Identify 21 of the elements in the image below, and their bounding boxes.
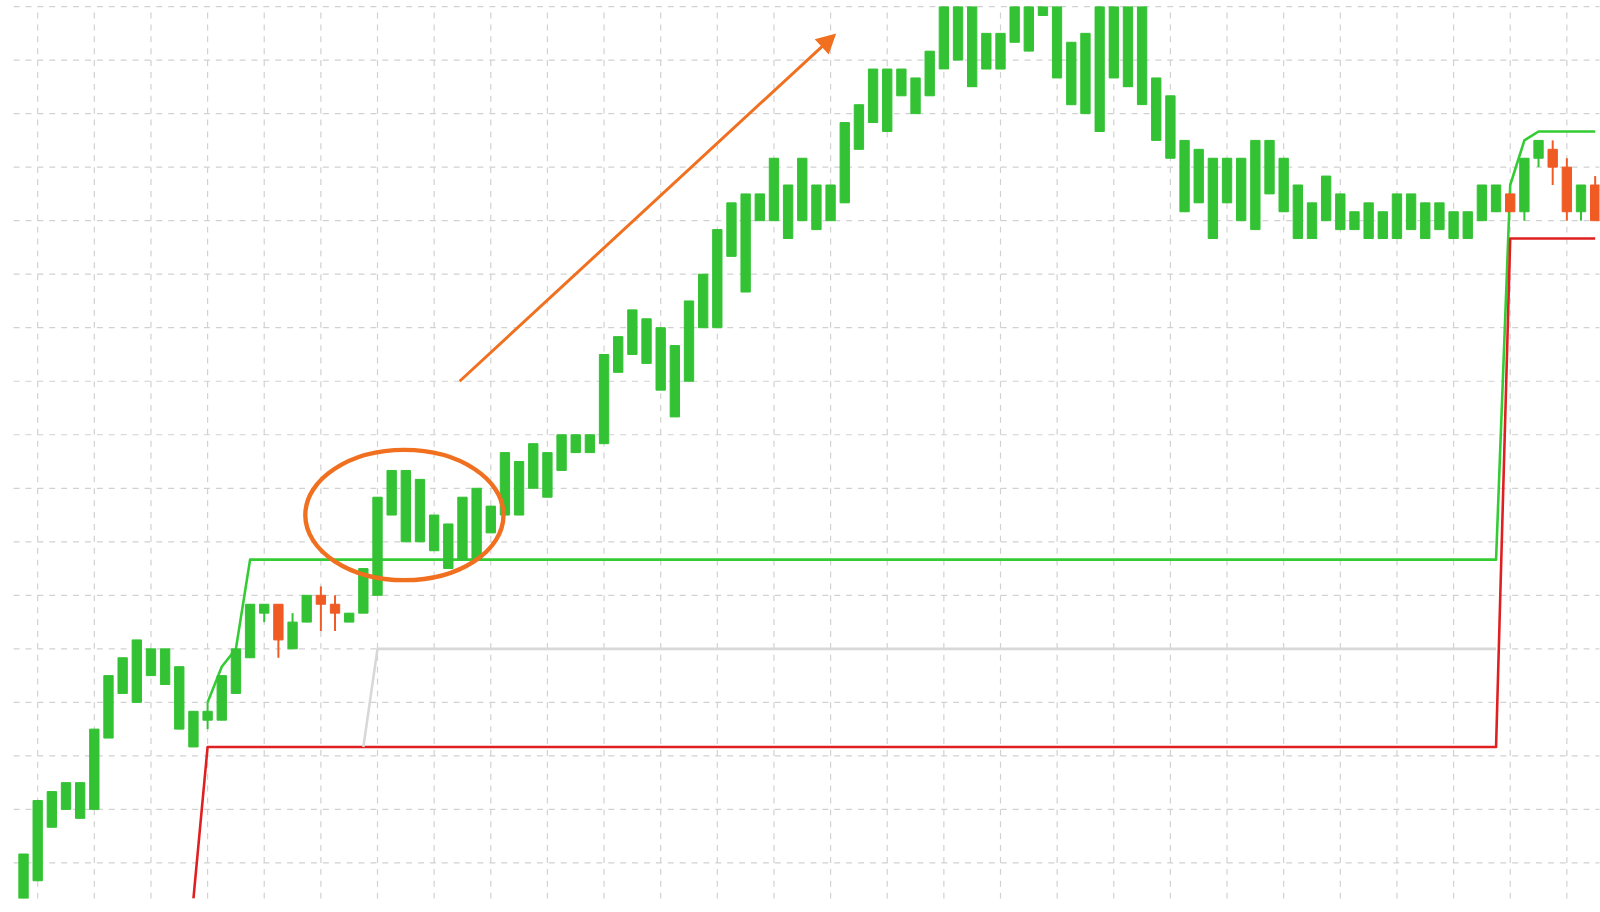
candlestick <box>1405 192 1417 231</box>
candlestick <box>1221 157 1233 204</box>
candlestick <box>1561 157 1573 222</box>
candlestick <box>428 513 440 552</box>
candlestick <box>159 647 171 686</box>
candlestick <box>273 603 284 659</box>
candlestick <box>60 781 72 811</box>
candlestick <box>1391 192 1403 240</box>
candlestick <box>315 585 327 632</box>
candlestick <box>1575 183 1587 222</box>
candlestick <box>46 790 58 829</box>
candlestick <box>230 648 242 694</box>
candlestick <box>1320 174 1332 222</box>
candlestick <box>74 781 86 820</box>
candlestick <box>1547 139 1558 186</box>
candlestick <box>145 647 157 677</box>
candlestick <box>1306 201 1318 240</box>
candlestick <box>1490 183 1502 213</box>
candlestick <box>1476 183 1488 222</box>
candlestick <box>329 594 341 632</box>
candlestick <box>853 103 865 151</box>
